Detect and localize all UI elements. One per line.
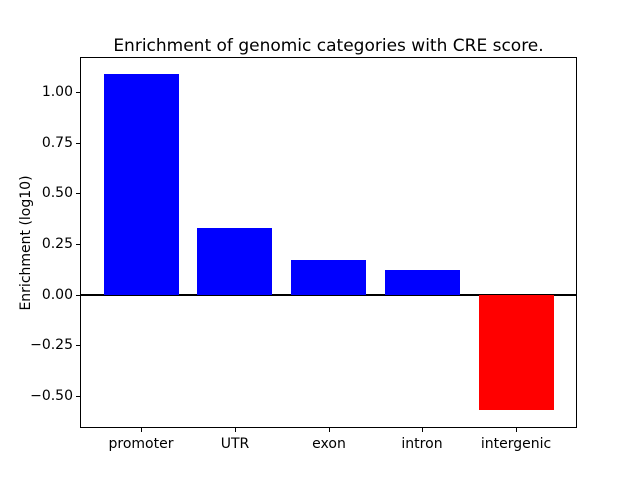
y-tick-label: −0.50	[30, 388, 73, 404]
y-tick-label: 0.00	[41, 287, 73, 303]
x-tick-label-promoter: promoter	[108, 436, 174, 452]
bar-intergenic	[478, 294, 554, 410]
y-tick-mark	[76, 193, 80, 194]
bar-UTR	[197, 227, 273, 295]
bar-exon	[291, 260, 366, 295]
x-tick-label-intergenic: intergenic	[480, 436, 552, 452]
x-tick-mark	[329, 428, 330, 432]
plot-area	[80, 57, 577, 428]
x-tick-mark	[422, 428, 423, 432]
x-tick-mark	[235, 428, 236, 432]
x-tick-label-intron: intron	[401, 436, 443, 452]
y-tick-label: 0.50	[41, 185, 73, 201]
x-tick-label-UTR: UTR	[220, 436, 250, 452]
chart-title: Enrichment of genomic categories with CR…	[113, 36, 544, 56]
y-tick-mark	[76, 396, 80, 397]
y-tick-label: 0.25	[41, 236, 73, 252]
x-tick-label-exon: exon	[312, 436, 346, 452]
zero-baseline	[81, 293, 576, 296]
y-tick-label: 0.75	[41, 135, 73, 151]
bar-intron	[384, 270, 460, 295]
y-tick-mark	[76, 345, 80, 346]
y-tick-mark	[76, 295, 80, 296]
x-tick-mark	[141, 428, 142, 432]
y-tick-label: 1.00	[41, 84, 73, 100]
y-tick-mark	[76, 244, 80, 245]
x-tick-mark	[516, 428, 517, 432]
bar-promoter	[103, 74, 179, 295]
y-tick-mark	[76, 143, 80, 144]
y-tick-mark	[76, 92, 80, 93]
y-tick-label: −0.25	[30, 337, 73, 353]
